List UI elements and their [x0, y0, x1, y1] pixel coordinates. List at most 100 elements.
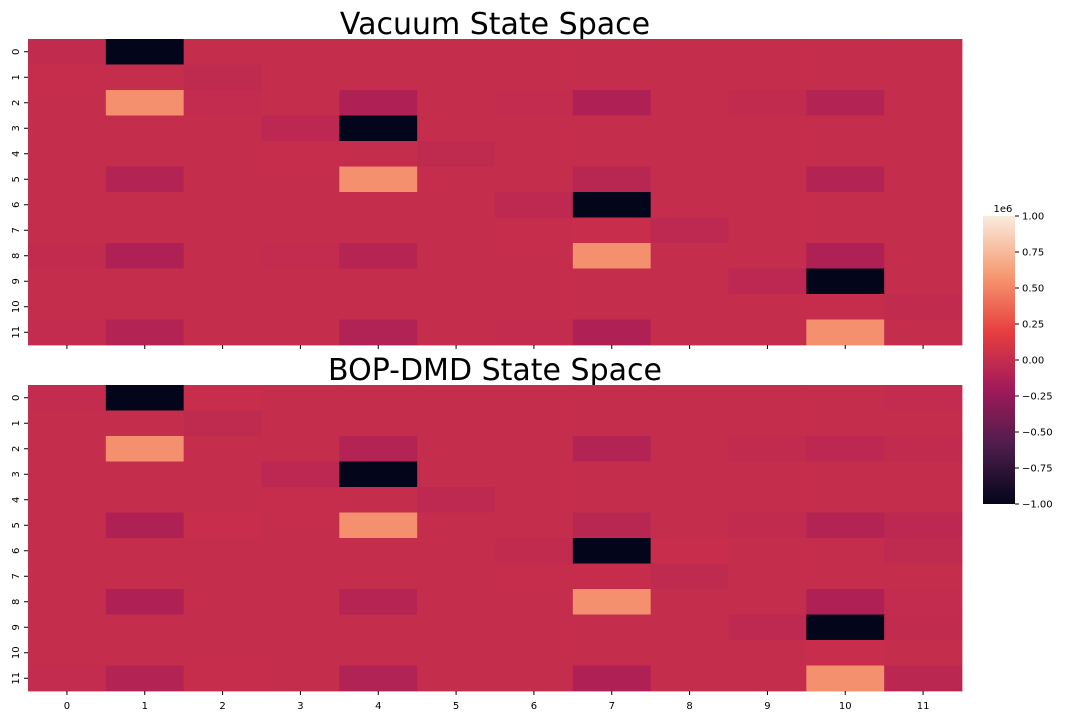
heatmap-cell [339, 64, 418, 91]
heatmap-cell [728, 268, 807, 295]
heatmap-cell [650, 192, 729, 218]
heatmap-cell [417, 665, 496, 692]
y-tick-label: 3 [11, 471, 22, 477]
heatmap-cell [183, 115, 262, 142]
heatmap-cell [572, 243, 652, 269]
heatmap-cell [261, 243, 340, 269]
heatmap-cell [806, 166, 885, 193]
heatmap-cell [495, 385, 574, 411]
heatmap-cell [572, 436, 652, 462]
heatmap-cell [495, 294, 574, 320]
heatmap-cell [261, 90, 340, 116]
heatmap-cell [572, 268, 652, 295]
heatmap-cell [884, 319, 963, 346]
heatmap-cell [495, 192, 574, 218]
heatmap-cell [339, 268, 418, 295]
heatmap-cell [806, 385, 885, 411]
heatmap-cell [339, 665, 418, 692]
heatmap-cell [650, 90, 729, 116]
y-tick-label: 0 [11, 49, 22, 55]
heatmap-cell [728, 166, 807, 193]
heatmap-cell [650, 294, 729, 320]
heatmap-cell [495, 319, 574, 346]
heatmap-cell [417, 385, 496, 411]
heatmap-cell [339, 115, 418, 142]
heatmap-cell [728, 461, 807, 488]
heatmap-cell [884, 563, 963, 590]
heatmap-cell [261, 319, 340, 346]
heatmap-cell [572, 461, 652, 488]
heatmap-cell [650, 217, 729, 244]
heatmap-cell [884, 141, 963, 167]
heatmap-cell [339, 166, 418, 193]
x-tick-label: 7 [609, 701, 615, 712]
heatmap-cell [728, 64, 807, 91]
heatmap-cell [650, 64, 729, 91]
heatmap-cell [572, 614, 652, 641]
heatmap-cell [728, 436, 807, 462]
heatmap-cell [183, 217, 262, 244]
heatmap-cell [884, 268, 963, 295]
heatmap-cell [806, 141, 885, 167]
heatmap-cell [417, 294, 496, 320]
heatmap-cell [884, 538, 963, 564]
heatmap-cell [884, 39, 963, 65]
heatmap-cell [339, 461, 418, 488]
x-tick-label: 4 [375, 701, 381, 712]
x-tick-label: 11 [917, 701, 930, 712]
heatmap-cell [105, 166, 185, 193]
heatmap-cell [650, 243, 729, 269]
heatmap-cell [339, 589, 418, 615]
heatmap-cell [105, 217, 185, 244]
heatmap-cell [183, 461, 262, 488]
heatmap-cell [105, 461, 185, 488]
heatmap-cell [105, 487, 185, 513]
heatmap-cell [495, 563, 574, 590]
heatmap-cell [495, 166, 574, 193]
heatmap-cell [105, 141, 185, 167]
heatmap-cell [261, 141, 340, 167]
heatmap-cell [728, 217, 807, 244]
colorbar-tick-label: −0.25 [1022, 392, 1053, 403]
heatmap-cell [884, 217, 963, 244]
y-tick-label: 10 [11, 646, 22, 659]
heatmap-cell [572, 166, 652, 193]
heatmap-cell [339, 487, 418, 513]
heatmap-cell [183, 319, 262, 346]
heatmap-panel-vacuum: Vacuum State Space 0 1 2 3 4 5 6 7 8 9 10 11 [11, 7, 963, 349]
y-tick-label: 7 [11, 573, 22, 579]
heatmap-cell [572, 217, 652, 244]
heatmap-cell [183, 614, 262, 641]
heatmap-cell [28, 141, 107, 167]
y-tick-label: 6 [11, 202, 22, 208]
heatmap-cell [339, 563, 418, 590]
x-tick-label: 2 [219, 701, 225, 712]
heatmap-cell [183, 243, 262, 269]
heatmap-cell [650, 614, 729, 641]
heatmap-cell [884, 512, 963, 539]
heatmap-cell [417, 243, 496, 269]
colorbar-gradient [983, 216, 1015, 504]
heatmap-cell [884, 115, 963, 142]
heatmap-cell [105, 64, 185, 91]
heatmap-cell [105, 410, 185, 437]
heatmap-cell [339, 436, 418, 462]
heatmap-cell [261, 385, 340, 411]
colorbar-tick-label: −1.00 [1022, 500, 1053, 511]
y-tick-label: 3 [11, 125, 22, 131]
y-tick-label: 5 [11, 176, 22, 182]
y-tick-label: 6 [11, 548, 22, 554]
heatmap-cell [806, 115, 885, 142]
heatmap-cell [261, 217, 340, 244]
heatmap-cell [650, 166, 729, 193]
heatmap-cell [884, 461, 963, 488]
heatmap-cell [495, 217, 574, 244]
heatmap-cell [728, 385, 807, 411]
heatmap-cell [417, 90, 496, 116]
heatmap-cell [884, 385, 963, 411]
heatmap-cell [417, 538, 496, 564]
y-tick-label: 8 [11, 599, 22, 605]
heatmap-cell [728, 665, 807, 692]
heatmap-cell [339, 192, 418, 218]
heatmap-cell [261, 268, 340, 295]
